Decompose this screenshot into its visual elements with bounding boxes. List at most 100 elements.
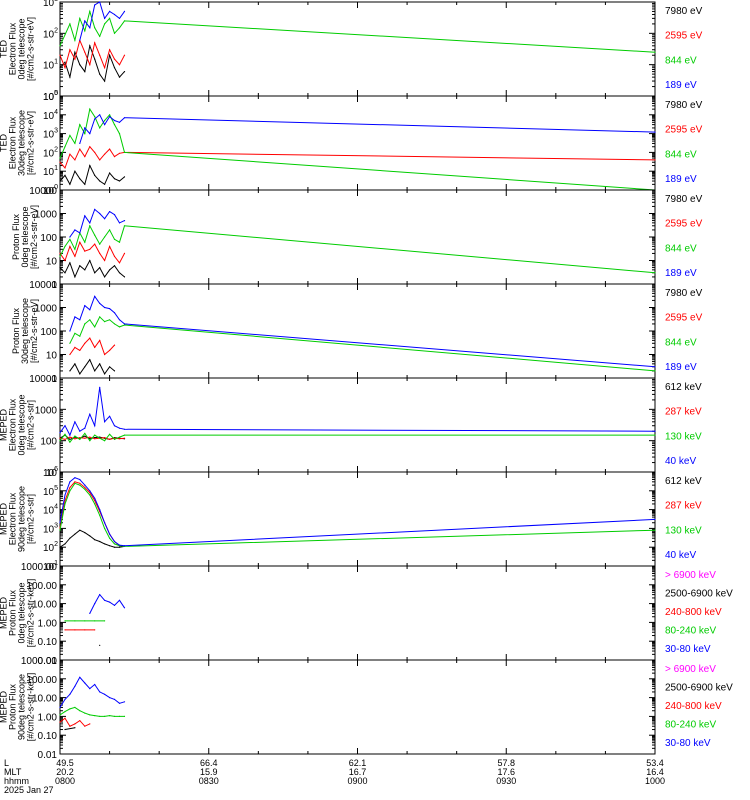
data-point [109, 537, 111, 539]
data-point [69, 725, 71, 727]
data-point [118, 436, 121, 438]
y-tick-label: 105 [43, 485, 58, 498]
y-axis-label: MEPED [0, 503, 9, 536]
data-point [84, 435, 86, 437]
data-point [74, 481, 76, 483]
legend-entry: 612 keV [665, 382, 702, 393]
data-point [123, 220, 126, 222]
legend-entry: 7980 eV [665, 6, 703, 17]
data-point [123, 54, 126, 56]
data-point [113, 312, 116, 314]
y-axis-label: 30deg telescope [17, 110, 27, 176]
data-point [104, 693, 106, 695]
data-point [94, 151, 96, 153]
data-point [104, 183, 106, 185]
y-tick-label: 0.01 [38, 656, 58, 667]
data-point [84, 127, 86, 129]
y-tick-label: 1 [51, 280, 57, 291]
data-point [89, 108, 91, 110]
data-point [64, 425, 66, 427]
data-point [113, 370, 116, 372]
y-axis-label: [#/cm2-s-str-eV] [26, 17, 36, 81]
data-point [84, 241, 86, 243]
data-point [654, 434, 656, 436]
data-point [89, 319, 91, 321]
legend-entry: 844 eV [665, 55, 697, 66]
data-point [74, 685, 76, 687]
data-point [123, 324, 126, 326]
data-point [84, 71, 86, 73]
data-point [64, 494, 66, 496]
data-point [109, 245, 111, 247]
data-point [89, 413, 91, 415]
data-point [64, 146, 66, 148]
data-point [94, 620, 96, 622]
data-point [99, 35, 101, 38]
data-point [109, 114, 111, 116]
legend-entry: 30-80 keV [665, 644, 711, 655]
y-tick-label: 1.00 [38, 618, 58, 629]
data-point [69, 330, 71, 332]
data-point [64, 728, 66, 731]
data-point [84, 156, 86, 158]
panel-frame-1 [59, 95, 656, 191]
data-point [69, 49, 71, 51]
data-point [59, 157, 61, 159]
data-point [74, 229, 76, 231]
data-point [123, 117, 126, 119]
data-point [113, 13, 116, 16]
y-tick-label: 100.00 [26, 581, 57, 592]
y-tick-label: 100 [40, 233, 57, 244]
data-point [99, 339, 101, 341]
data-point [118, 133, 121, 135]
data-point [84, 51, 86, 53]
data-point [64, 698, 66, 701]
data-point [74, 58, 76, 60]
y-axis-label: 0deg telescope [17, 582, 27, 643]
legend-entry: 287 keV [665, 407, 702, 418]
data-point [654, 51, 656, 53]
data-point [69, 708, 71, 710]
legend-entry: 130 keV [665, 525, 702, 536]
data-point [64, 717, 66, 719]
y-axis-label: 0deg telescope [20, 206, 30, 267]
y-tick-label: 103 [43, 0, 58, 9]
data-point [64, 61, 66, 63]
data-point [94, 42, 96, 44]
data-point [59, 714, 61, 716]
data-point [79, 142, 81, 144]
data-point [99, 1, 101, 3]
data-point [104, 306, 106, 309]
data-point [89, 27, 91, 29]
y-tick-label: 0.01 [38, 750, 58, 761]
panel-frame-4 [59, 377, 656, 473]
series-line-4 [89, 593, 125, 614]
x-tick-time: 0800 [55, 776, 75, 786]
y-axis-label: Proton Flux [8, 589, 18, 636]
data-point [104, 276, 106, 278]
data-point [89, 688, 91, 690]
data-point [94, 208, 96, 210]
y-tick-label: 104 [43, 109, 58, 122]
data-point [69, 441, 71, 443]
data-point [79, 39, 81, 41]
data-point [84, 682, 86, 684]
data-point [118, 544, 121, 546]
data-point [104, 119, 106, 122]
legend-entry: 189 eV [665, 174, 697, 185]
data-point [84, 484, 86, 486]
y-tick-label: 106 [43, 466, 58, 479]
data-point [59, 721, 61, 723]
series-line-2 [69, 316, 656, 372]
y-axis-label: Electron Flux [8, 398, 18, 451]
data-point [84, 30, 86, 32]
legend-entry: 189 eV [665, 268, 697, 279]
data-point [113, 214, 116, 216]
data-point [118, 326, 121, 328]
data-point [104, 715, 106, 718]
data-point [118, 319, 121, 321]
y-axis-label: MEPED [0, 409, 9, 442]
data-point [104, 80, 106, 82]
data-point [113, 124, 116, 126]
data-point [104, 373, 106, 375]
